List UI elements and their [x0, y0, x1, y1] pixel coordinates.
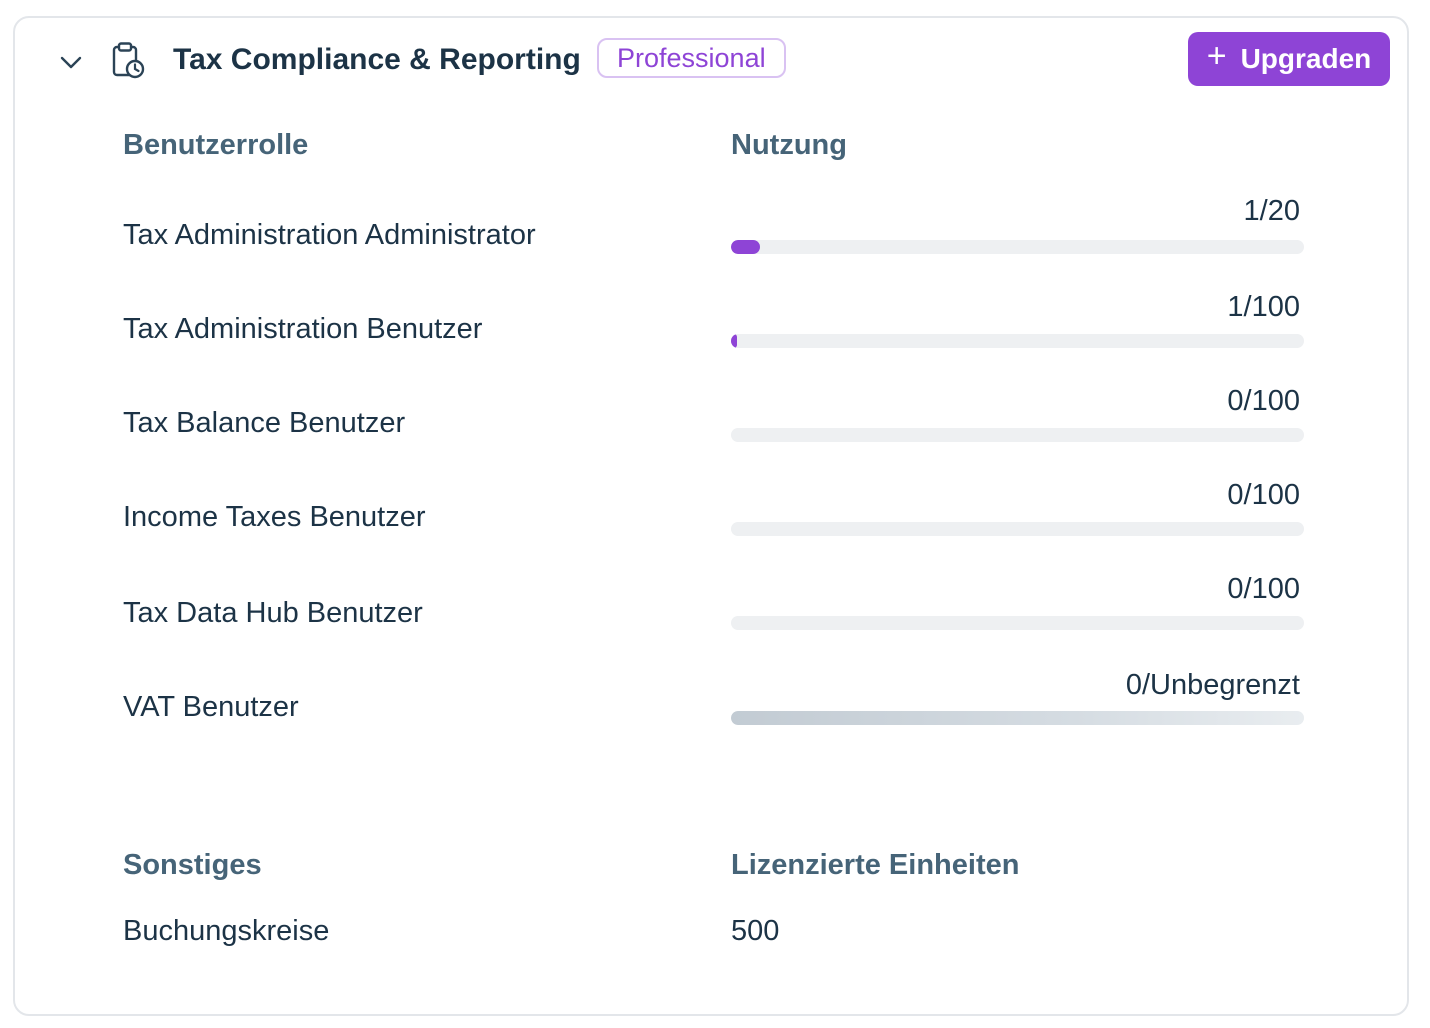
- header-lizenzierte-einheiten: Lizenzierte Einheiten: [731, 849, 1020, 881]
- usage-count: 1/20: [1243, 195, 1300, 227]
- role-row-label: Tax Data Hub Benutzer: [123, 597, 423, 629]
- clipboard-clock-icon: [112, 42, 145, 79]
- usage-bar-fill: [731, 240, 760, 254]
- chevron-down-icon[interactable]: [57, 48, 85, 76]
- plus-icon: +: [1206, 37, 1227, 75]
- plan-badge: Professional: [597, 38, 786, 78]
- upgrade-button[interactable]: + Upgraden: [1188, 32, 1390, 86]
- other-row-label: Buchungskreise: [123, 915, 330, 947]
- role-row-label: Tax Balance Benutzer: [123, 407, 406, 439]
- license-card: Tax Compliance & Reporting Professional …: [13, 16, 1409, 1016]
- header-benutzerrolle: Benutzerrolle: [123, 129, 309, 161]
- usage-bar: [731, 428, 1304, 442]
- header-nutzung: Nutzung: [731, 129, 847, 161]
- upgrade-button-label: Upgraden: [1240, 43, 1372, 74]
- usage-count: 0/100: [1227, 573, 1300, 605]
- usage-bar: [731, 522, 1304, 536]
- card-title: Tax Compliance & Reporting: [173, 43, 581, 76]
- usage-bar: [731, 711, 1304, 725]
- header-sonstiges: Sonstiges: [123, 849, 262, 881]
- role-row-label: VAT Benutzer: [123, 691, 299, 723]
- usage-count: 0/100: [1227, 385, 1300, 417]
- usage-bar: [731, 616, 1304, 630]
- role-row-label: Tax Administration Benutzer: [123, 313, 483, 345]
- usage-bar-fill: [731, 711, 1304, 725]
- usage-count: 1/100: [1227, 291, 1300, 323]
- usage-count: 0/100: [1227, 479, 1300, 511]
- usage-bar-fill: [731, 334, 737, 348]
- licensed-units-value: 500: [731, 915, 780, 947]
- usage-bar: [731, 334, 1304, 348]
- usage-count: 0/Unbegrenzt: [1125, 669, 1300, 701]
- usage-bar: [731, 240, 1304, 254]
- role-row-label: Tax Administration Administrator: [123, 219, 536, 251]
- role-row-label: Income Taxes Benutzer: [123, 501, 426, 533]
